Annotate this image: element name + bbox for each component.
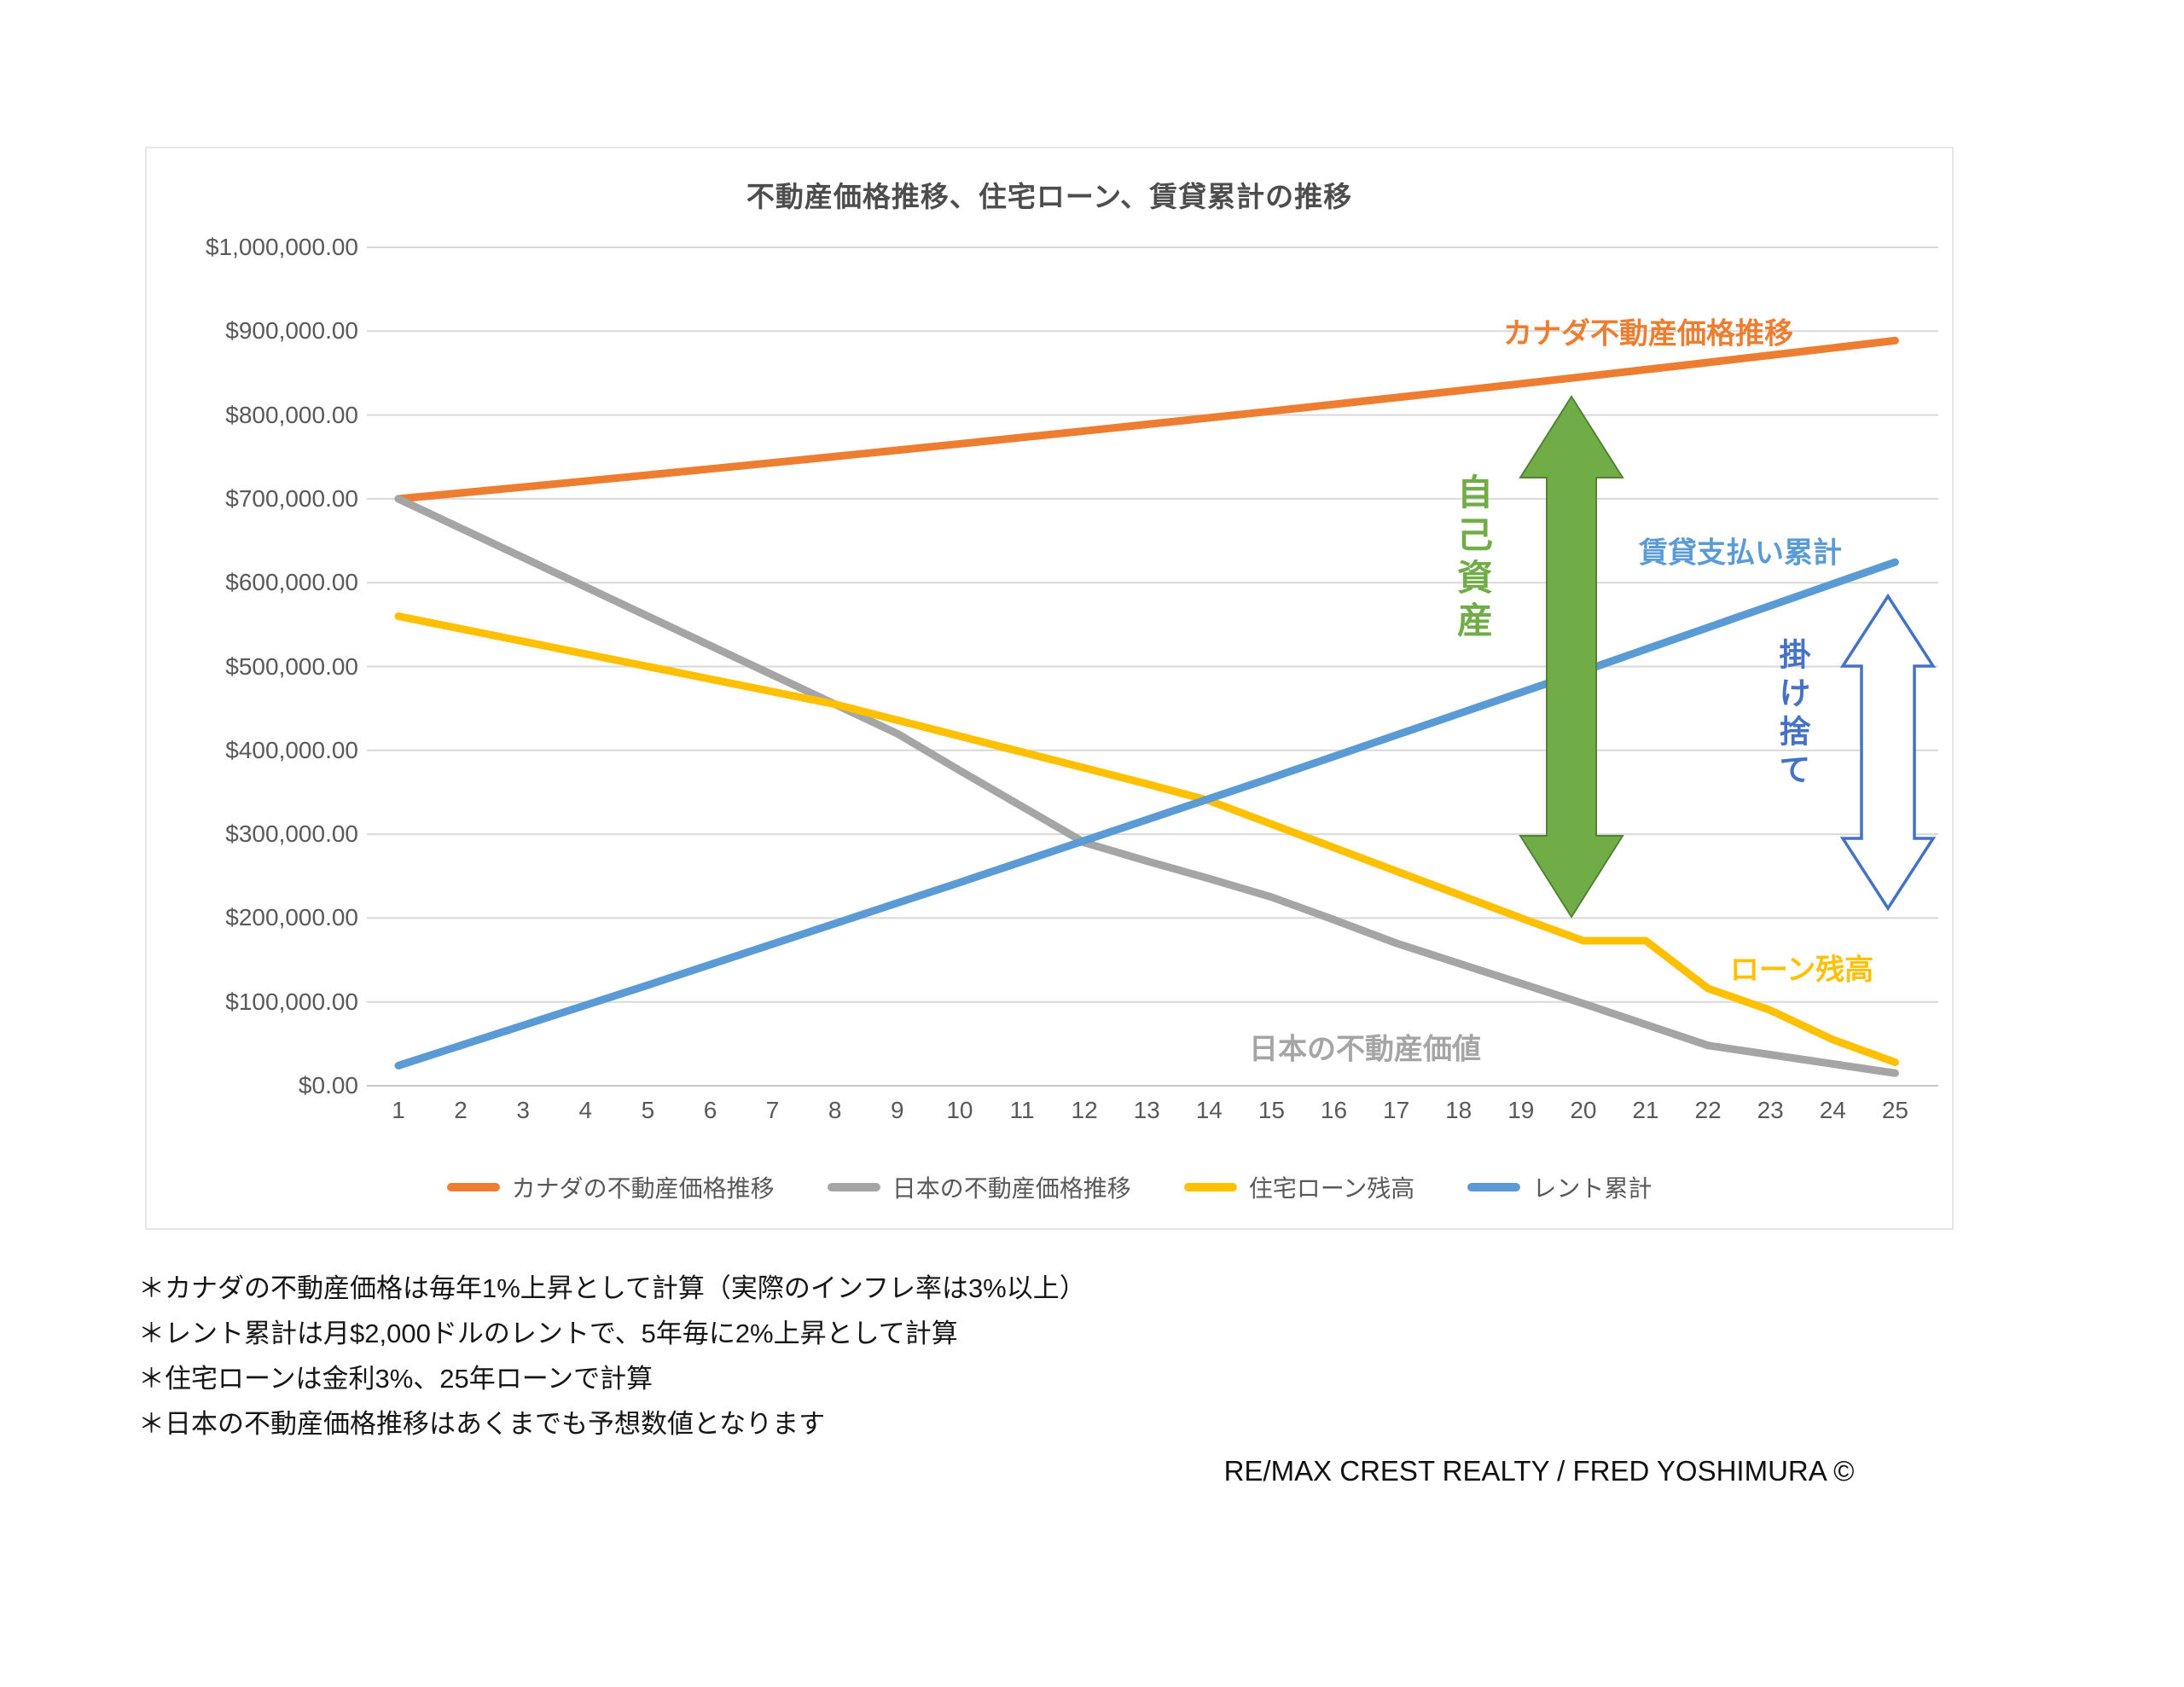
- x-tick-label: 19: [1507, 1097, 1535, 1123]
- x-tick-label: 2: [454, 1097, 468, 1123]
- x-tick-label: 23: [1757, 1097, 1784, 1123]
- legend-dash-icon: [1467, 1183, 1521, 1191]
- annotation-equity: 自己資産: [1452, 473, 1493, 644]
- x-tick-label: 14: [1195, 1097, 1223, 1123]
- x-tick-label: 20: [1570, 1097, 1597, 1123]
- legend-item: レント累計: [1467, 1170, 1652, 1204]
- y-tick-label: $0.00: [298, 1072, 358, 1099]
- series-line: [394, 558, 1899, 1070]
- annotation-kakesute: 掛け捨て: [1774, 638, 1809, 791]
- chart-title: 不動産価格推移、住宅ローン、賃貸累計の推移: [746, 181, 1353, 212]
- annotation-rent-cumulative: 賃貸支払い累計: [1639, 536, 1842, 570]
- annotation-loan-balance: ローン残高: [1729, 954, 1874, 987]
- footnote-line: ＊レント累計は月$2,000ドルのレントで、5年毎に2%上昇として計算: [138, 1319, 958, 1348]
- annotation-japan-property-value: 日本の不動産価値: [1249, 1033, 1481, 1066]
- x-tick-label: 12: [1071, 1097, 1098, 1123]
- y-tick-label: $400,000.00: [225, 736, 358, 763]
- annotation-arrows: [1519, 395, 1937, 919]
- x-tick-label: 5: [641, 1097, 655, 1123]
- x-tick-label: 25: [1881, 1097, 1908, 1123]
- y-tick-label: $500,000.00: [225, 652, 358, 680]
- chart-legend: カナダの不動産価格推移 日本の不動産価格推移 住宅ローン残高 レント累計: [145, 1170, 1954, 1204]
- x-tick-label: 3: [516, 1097, 530, 1123]
- legend-item: カナダの不動産価格推移: [446, 1170, 775, 1204]
- legend-label: 日本の不動産価格推移: [892, 1175, 1131, 1202]
- y-tick-label: $700,000.00: [225, 484, 358, 512]
- x-tick-label: 7: [765, 1097, 780, 1123]
- x-tick-label: 6: [703, 1097, 717, 1123]
- series-lines: [394, 336, 1899, 1077]
- y-tick-label: $100,000.00: [225, 988, 358, 1015]
- legend-label: 住宅ローン残高: [1248, 1175, 1415, 1202]
- legend-item: 日本の不動産価格推移: [827, 1170, 1131, 1204]
- series-line: [394, 336, 1899, 503]
- footnote-line: ＊カナダの不動産価格は毎年1%上昇として計算（実際のインフレ率は3%以上）: [138, 1273, 1086, 1303]
- x-tick-label: 18: [1445, 1097, 1472, 1123]
- equity-double-arrow: [1519, 395, 1624, 919]
- annotation-canada-price-trend: カナダ不動産価格推移: [1503, 317, 1793, 351]
- y-tick-label: $600,000.00: [225, 569, 358, 596]
- x-tick-label: 15: [1258, 1097, 1285, 1123]
- x-tick-label: 21: [1632, 1097, 1659, 1123]
- footnote-line: ＊日本の不動産価格推移はあくまでも予想数値となります: [138, 1409, 826, 1439]
- footnotes: ＊カナダの不動産価格は毎年1%上昇として計算（実際のインフレ率は3%以上） ＊レ…: [138, 1266, 1086, 1446]
- x-tick-label: 1: [392, 1097, 405, 1123]
- x-tick-label: 13: [1133, 1097, 1160, 1123]
- x-tick-label: 4: [578, 1097, 593, 1123]
- x-tick-label: 8: [828, 1097, 842, 1123]
- y-tick-label: $200,000.00: [225, 904, 358, 931]
- y-tick-label: $1,000,000.00: [205, 234, 358, 260]
- footnote-line: ＊住宅ローンは金利3%、25年ローンで計算: [138, 1364, 653, 1394]
- x-tick-label: 22: [1694, 1097, 1722, 1123]
- gridlines: [367, 246, 1938, 1087]
- x-tick-label: 17: [1383, 1097, 1410, 1123]
- x-tick-label: 16: [1320, 1097, 1348, 1123]
- series-line: [394, 495, 1899, 1077]
- y-tick-label: $900,000.00: [225, 317, 358, 345]
- x-tick-label: 10: [946, 1097, 973, 1123]
- x-tick-label: 9: [891, 1097, 904, 1123]
- legend-dash-icon: [446, 1183, 500, 1191]
- legend-dash-icon: [1183, 1183, 1237, 1191]
- series-line: [394, 612, 1899, 1066]
- y-tick-label: $300,000.00: [225, 820, 358, 848]
- x-tick-label: 24: [1819, 1097, 1846, 1123]
- x-tick-label: 11: [1009, 1097, 1035, 1123]
- attribution: RE/MAX CREST REALTY / FRED YOSHIMURA ©: [1223, 1455, 1855, 1487]
- y-tick-label: $800,000.00: [225, 401, 358, 428]
- legend-label: カナダの不動産価格推移: [511, 1175, 775, 1202]
- legend-label: レント累計: [1532, 1175, 1653, 1202]
- legend-dash-icon: [827, 1183, 880, 1191]
- kakesute-double-arrow: [1839, 593, 1937, 912]
- legend-item: 住宅ローン残高: [1183, 1170, 1415, 1204]
